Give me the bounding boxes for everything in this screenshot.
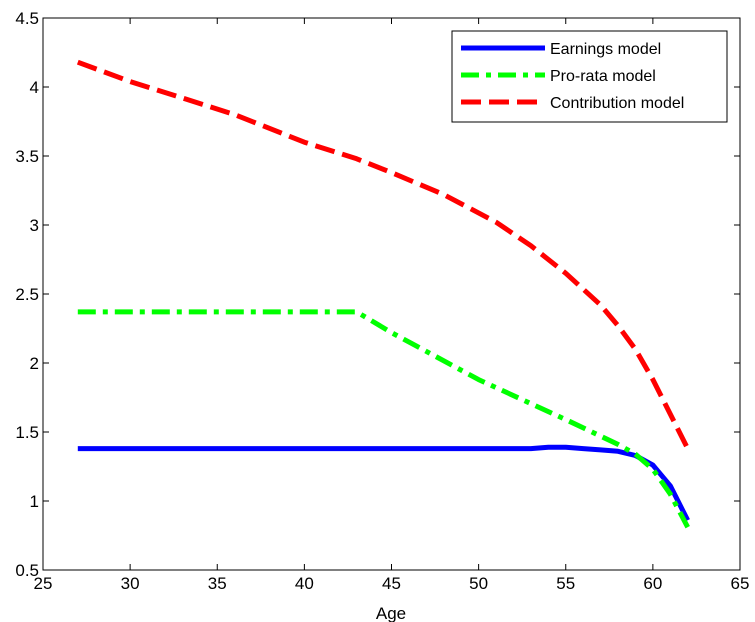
- legend-label: Pro-rata model: [550, 68, 656, 85]
- x-tick-label: 60: [643, 574, 662, 593]
- y-tick-label: 2: [30, 354, 39, 373]
- x-tick-label: 40: [295, 574, 314, 593]
- y-tick-label: 3.5: [15, 147, 39, 166]
- x-tick-label: 30: [121, 574, 140, 593]
- y-tick-label: 0.5: [15, 561, 39, 580]
- series-line-2: [77, 309, 690, 529]
- x-axis-title: Age: [376, 604, 406, 622]
- series-line-3: [76, 59, 690, 450]
- y-tick-label: 1.5: [15, 423, 39, 442]
- series-layer: [76, 59, 690, 529]
- y-tick-label: 1: [30, 492, 39, 511]
- x-tick-label: 35: [208, 574, 227, 593]
- legend: Earnings model Pro-rata model Contribution…: [451, 30, 728, 123]
- legend-items: Earnings model Pro-rata model Contribution…: [461, 41, 684, 112]
- y-tick-label: 4: [30, 78, 39, 97]
- x-tick-label: 45: [382, 574, 401, 593]
- x-tick-label: 55: [556, 574, 575, 593]
- y-tick-label: 2.5: [15, 285, 39, 304]
- plot-frame: [42, 17, 741, 571]
- tick-layer: 25 30 35 40 45 50 55 60 65 0.5 1 1.5 2 2.5 3 3.5 4 4.5: [15, 9, 749, 593]
- x-tick-label: 50: [469, 574, 488, 593]
- x-tick-label: 25: [34, 574, 53, 593]
- y-tick-label: 3: [30, 216, 39, 235]
- y-tick-label: 4.5: [15, 9, 39, 28]
- x-tick-label: 65: [731, 574, 750, 593]
- legend-label: Contribution model: [550, 95, 684, 112]
- legend-label: Earnings model: [550, 41, 661, 58]
